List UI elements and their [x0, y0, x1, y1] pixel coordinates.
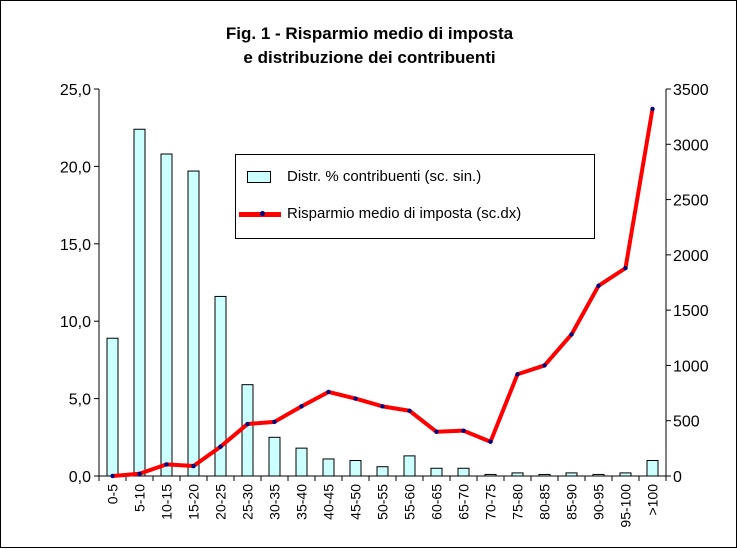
line-point — [326, 389, 331, 395]
line-point — [596, 283, 601, 289]
line-point — [515, 372, 520, 377]
y-left-tick-label: 0,0 — [69, 469, 91, 486]
line-point — [488, 439, 493, 444]
line-point — [353, 396, 358, 401]
line-point — [650, 106, 655, 112]
bar — [430, 467, 443, 477]
line-point — [407, 408, 412, 413]
x-tick-label: 50-55 — [375, 484, 391, 520]
line-point — [245, 421, 250, 427]
x-tick-label: 10-15 — [159, 484, 175, 520]
bar — [268, 436, 281, 477]
y-right-tick-label: 3500 — [673, 82, 709, 99]
bar — [619, 472, 632, 477]
x-tick-label: 55-60 — [402, 484, 418, 520]
x-tick-label: 20-25 — [213, 484, 229, 520]
y-right-tick-label: 2000 — [673, 248, 709, 265]
x-tick-label: 75-80 — [510, 484, 526, 520]
bar — [295, 447, 308, 477]
bar — [106, 337, 119, 477]
line-point — [542, 363, 547, 368]
x-tick-label: 65-70 — [456, 484, 472, 520]
bar — [349, 460, 362, 477]
legend-line-marker — [260, 211, 265, 216]
y-right-tick-label: 2500 — [673, 193, 709, 210]
x-tick-label: 60-65 — [429, 484, 445, 520]
bar — [511, 472, 524, 477]
x-tick-label: 0-5 — [105, 484, 121, 504]
x-tick-label: 5-10 — [132, 484, 148, 512]
bar — [646, 460, 659, 477]
line-point — [218, 444, 223, 449]
y-right-tick-label: 1500 — [673, 303, 709, 320]
bar — [214, 295, 227, 477]
chart-legend: Distr. % contribuenti (sc. sin.) Risparm… — [235, 154, 595, 239]
y-right-tick-label: 3000 — [673, 137, 709, 154]
x-tick-label: 80-85 — [537, 484, 553, 520]
line-point — [299, 404, 304, 409]
x-tick-label: 30-35 — [267, 484, 283, 520]
bar — [187, 170, 200, 477]
y-left-tick-label: 5,0 — [69, 392, 91, 409]
x-tick-label: 95-100 — [618, 484, 634, 528]
y-left-tick-label: 15,0 — [60, 237, 91, 254]
bar — [322, 458, 335, 477]
legend-bar-swatch — [247, 171, 271, 183]
chart-title-line2: e distribuzione dei contribuenti — [243, 48, 496, 67]
y-right-tick-label: 0 — [673, 469, 682, 486]
y-right-tick-label: 1000 — [673, 358, 709, 375]
x-tick-label: 25-30 — [240, 484, 256, 520]
x-tick-label: 90-95 — [591, 484, 607, 520]
bar — [484, 473, 497, 477]
y-left-tick-label: 20,0 — [60, 159, 91, 176]
y-right-tick-label: 500 — [673, 414, 700, 431]
line-point — [623, 265, 628, 271]
line-point — [110, 473, 115, 479]
bar — [538, 473, 551, 477]
line-point — [164, 462, 169, 467]
line-point — [272, 419, 277, 425]
line-point — [191, 463, 196, 469]
x-tick-label: 45-50 — [348, 484, 364, 520]
legend-label-bars: Distr. % contribuenti (sc. sin.) — [287, 168, 482, 185]
bar — [376, 466, 389, 477]
bar — [457, 467, 470, 477]
line-point — [380, 404, 385, 409]
line-point — [434, 429, 439, 434]
x-tick-label: 70-75 — [483, 484, 499, 520]
bar — [241, 384, 254, 477]
line-point — [461, 428, 466, 433]
line-point — [137, 471, 142, 476]
bar — [403, 455, 416, 477]
x-tick-label: >100 — [645, 484, 661, 516]
x-tick-label: 85-90 — [564, 484, 580, 520]
bar — [160, 153, 173, 477]
x-tick-label: 40-45 — [321, 484, 337, 520]
bar — [133, 128, 146, 477]
legend-line-swatch — [239, 211, 281, 217]
chart-title-line1: Fig. 1 - Risparmio medio di imposta — [225, 24, 514, 43]
x-tick-label: 15-20 — [186, 484, 202, 520]
legend-label-line: Risparmio medio di imposta (sc.dx) — [287, 205, 522, 222]
y-left-tick-label: 25,0 — [60, 82, 91, 99]
line-point — [569, 332, 574, 337]
y-left-tick-label: 10,0 — [60, 314, 91, 331]
x-tick-label: 35-40 — [294, 484, 310, 520]
bar — [565, 472, 578, 477]
bar — [592, 473, 605, 477]
